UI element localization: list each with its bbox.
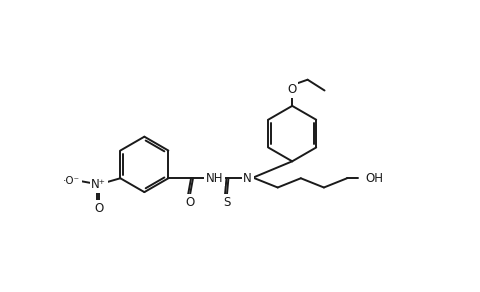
Text: NH: NH [206,172,223,185]
Text: OH: OH [365,172,384,185]
Text: N⁺: N⁺ [91,178,106,191]
Text: O: O [185,196,194,208]
Text: ·O⁻: ·O⁻ [63,176,80,186]
Text: O: O [288,83,297,96]
Text: O: O [94,202,103,215]
Text: N: N [243,172,252,185]
Text: S: S [223,196,230,208]
